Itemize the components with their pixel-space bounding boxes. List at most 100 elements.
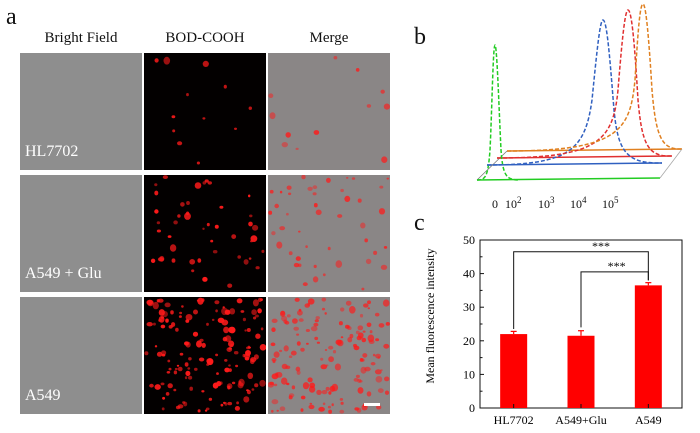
cell-spot — [374, 369, 382, 375]
cell-spot — [315, 209, 322, 216]
cell-spot — [375, 376, 383, 383]
image-fluorescence-hl7702 — [144, 53, 266, 170]
cell-spot — [271, 358, 277, 362]
cell-spot — [314, 319, 319, 323]
cell-spot — [357, 198, 362, 203]
cell-spot — [364, 238, 368, 243]
panel-letter-c: c — [414, 210, 425, 236]
x-tick-3: 104 — [570, 195, 587, 211]
cell-spot — [279, 226, 286, 231]
cell-spot — [281, 363, 288, 370]
cell-spot — [197, 409, 201, 413]
cell-spot — [163, 56, 171, 65]
cell-spot — [202, 117, 206, 120]
cell-spot — [383, 103, 390, 110]
cell-spot — [312, 192, 317, 196]
cell-spot — [174, 367, 178, 371]
cell-spot — [355, 68, 360, 72]
cell-spot — [286, 212, 289, 216]
image-merge-hl7702 — [268, 53, 390, 170]
cell-spot — [320, 364, 328, 370]
x-tick-4: 105 — [602, 195, 619, 211]
cell-spot — [377, 356, 380, 359]
x-tick-1: 102 — [505, 195, 522, 211]
cell-spot — [202, 276, 208, 282]
cell-spot — [194, 367, 198, 371]
cell-spot — [238, 378, 245, 387]
cell-spot — [283, 319, 288, 324]
cell-spot — [206, 322, 209, 326]
cell-spot — [367, 307, 370, 310]
cell-spot — [349, 333, 354, 339]
cell-spot — [347, 337, 353, 343]
cell-spot — [274, 203, 279, 209]
cell-spot — [248, 257, 252, 260]
cell-spot — [386, 177, 390, 180]
x-tick-label-0: HL7702 — [494, 413, 534, 427]
cell-spot — [269, 189, 274, 194]
cell-spot — [340, 336, 344, 339]
cell-spot — [328, 409, 332, 414]
cell-spot — [251, 309, 257, 316]
bar-chart: Mean fluorescence intensity 0 10 20 30 40 50 H… — [423, 233, 683, 427]
cell-spot — [380, 264, 388, 270]
cell-spot — [281, 142, 288, 148]
cell-spot — [185, 370, 191, 377]
cell-spot — [173, 220, 178, 225]
column-heading-merge: Merge — [309, 30, 349, 46]
cell-spot — [280, 310, 285, 316]
cell-spot — [172, 129, 176, 133]
cell-spot — [300, 408, 304, 412]
cell-spot — [212, 250, 218, 254]
cell-spot — [188, 357, 192, 361]
cell-spot — [184, 376, 188, 380]
row-label-a549: A549 — [25, 387, 61, 404]
y-tick-label: 0 — [469, 401, 475, 415]
cell-spot — [210, 239, 214, 243]
cell-spot — [221, 307, 228, 316]
cell-spot — [313, 130, 320, 135]
cell-spot — [216, 381, 222, 387]
cell-spot — [357, 387, 364, 394]
cell-spot — [237, 255, 241, 259]
significance-bracket-inner — [580, 271, 649, 328]
cell-spot — [198, 357, 205, 362]
cell-spot — [215, 353, 219, 357]
histogram-curves — [476, 3, 683, 181]
cell-spot — [384, 390, 390, 395]
baseline-blue — [486, 162, 663, 166]
cell-spot — [355, 330, 360, 335]
cell-spot — [206, 363, 210, 366]
cell-spot — [326, 177, 331, 183]
cell-spot — [316, 341, 320, 344]
cell-spot — [154, 190, 159, 196]
cell-spot — [269, 112, 276, 120]
cell-spot — [149, 383, 154, 388]
cell-spot — [322, 273, 326, 277]
column-heading-bright-field: Bright Field — [44, 30, 118, 46]
cell-spot — [228, 347, 232, 350]
scale-bar — [364, 403, 380, 406]
cell-spot — [283, 345, 289, 352]
cell-spot — [359, 358, 364, 362]
cell-spot — [340, 188, 344, 193]
cell-spot — [245, 350, 251, 356]
cell-spot — [201, 342, 206, 348]
cell-spot — [224, 359, 228, 362]
cell-spot — [228, 364, 231, 367]
cell-spot — [313, 322, 319, 327]
cell-spot — [334, 363, 341, 371]
cell-spot — [208, 397, 213, 401]
cell-spot — [306, 342, 309, 345]
cell-spot — [255, 333, 261, 339]
cell-spot — [184, 341, 189, 346]
cell-spot — [321, 307, 326, 311]
bar-2 — [634, 285, 662, 408]
cell-spot — [206, 358, 214, 366]
cell-spot — [366, 104, 372, 108]
cell-spot — [304, 303, 310, 308]
cell-spot — [363, 303, 369, 308]
cell-spot — [307, 186, 313, 191]
cell-spot — [291, 385, 296, 390]
cell-spot — [275, 372, 279, 376]
